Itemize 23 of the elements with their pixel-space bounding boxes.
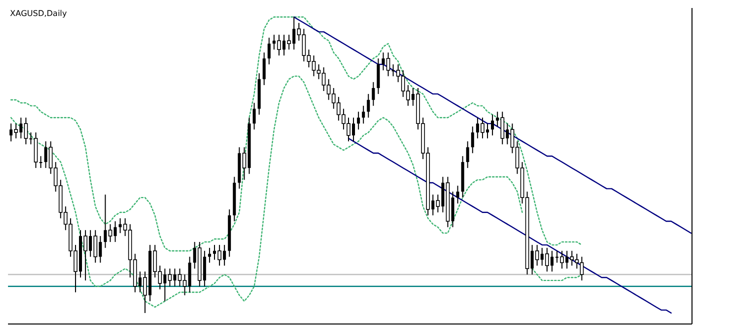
candlestick <box>366 93 370 118</box>
candlestick <box>252 102 256 130</box>
candlestick <box>208 247 212 264</box>
candlestick <box>471 126 474 154</box>
candlestick <box>262 52 266 86</box>
candlestick <box>44 140 48 168</box>
candlestick <box>118 218 122 234</box>
candlestick <box>490 114 494 136</box>
candlestick <box>356 111 360 130</box>
candlestick <box>108 224 112 242</box>
candlestick <box>39 156 42 168</box>
candlestick <box>362 105 365 124</box>
candlestick <box>466 140 470 168</box>
candlestick <box>268 37 271 65</box>
candlestick <box>392 64 395 77</box>
candlestick <box>34 132 38 168</box>
chart-title: XAGUSD,Daily <box>10 9 68 18</box>
candlestick <box>372 82 375 106</box>
candlestick <box>451 191 454 228</box>
candlestick <box>386 52 390 77</box>
candlestick <box>168 268 172 287</box>
candlestick <box>376 58 380 94</box>
candlestick <box>456 185 460 204</box>
